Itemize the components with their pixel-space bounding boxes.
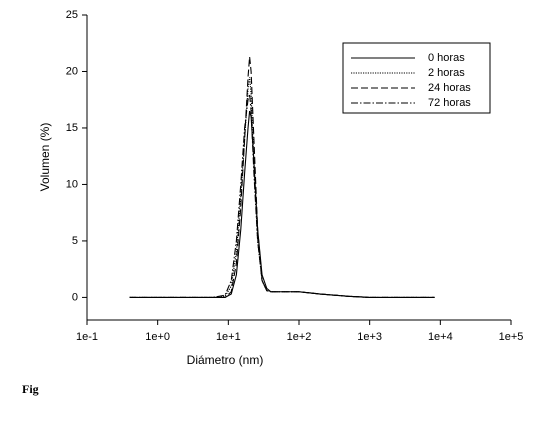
x-tick-label: 1e-1 <box>76 331 98 343</box>
x-tick-label: 1e+2 <box>287 331 312 343</box>
line-series <box>129 56 435 298</box>
x-axis-label: Diámetro (nm) <box>187 353 264 367</box>
line-series <box>129 93 435 298</box>
line-series <box>129 110 435 298</box>
x-tick-label: 1e+1 <box>216 331 241 343</box>
y-axis-label: Volumen (%) <box>38 123 52 192</box>
caption-fragment: Fig <box>22 382 39 396</box>
legend-label: 2 horas <box>428 67 465 79</box>
legend-label: 24 horas <box>428 82 471 94</box>
legend-label: 72 horas <box>428 97 471 109</box>
x-tick-label: 1e+0 <box>145 331 170 343</box>
y-tick-label: 0 <box>72 291 78 303</box>
y-tick-label: 25 <box>66 9 78 21</box>
x-tick-label: 1e+4 <box>428 331 453 343</box>
legend-box <box>342 42 491 114</box>
y-tick-label: 10 <box>66 178 78 190</box>
y-tick-label: 20 <box>66 65 78 77</box>
legend-label: 0 horas <box>428 52 465 64</box>
y-tick-label: 5 <box>72 235 78 247</box>
y-tick-label: 15 <box>66 122 78 134</box>
x-tick-label: 1e+5 <box>499 331 524 343</box>
x-tick-label: 1e+3 <box>357 331 382 343</box>
